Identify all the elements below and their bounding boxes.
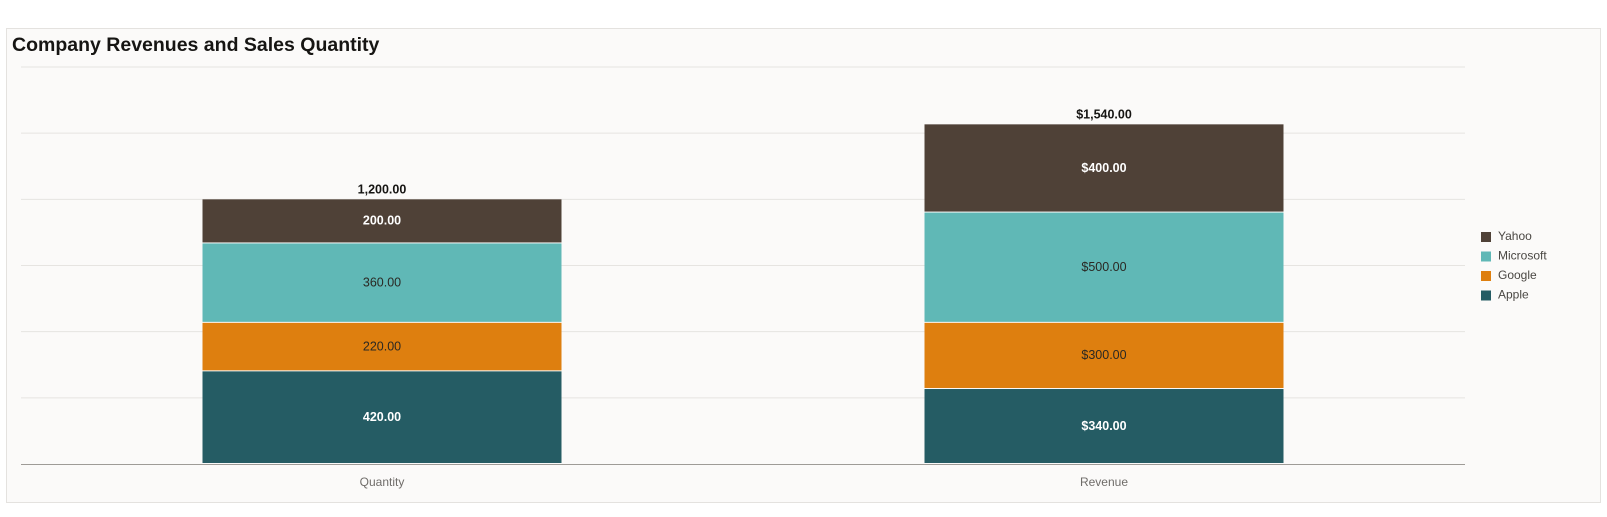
bar-label-yahoo-revenue: $400.00 (1081, 161, 1126, 175)
total-label-quantity: 1,200.00 (358, 182, 407, 196)
bar-segment-microsoft-revenue[interactable] (924, 212, 1284, 322)
bar-segment-yahoo-quantity[interactable] (202, 199, 562, 243)
legend-label: Microsoft (1498, 249, 1547, 263)
bar-label-google-quantity: 220.00 (363, 339, 401, 353)
bar-segment-yahoo-revenue[interactable] (924, 124, 1284, 212)
bar-segment-apple-quantity[interactable] (202, 371, 562, 463)
bar-stacks: 420.00 220.00 360.00 200.00 1,200.00 $340.00 $… (202, 107, 1284, 463)
x-tick-label: Quantity (360, 475, 405, 489)
bar-segment-microsoft-quantity[interactable] (202, 243, 562, 322)
bar-segment-apple-revenue[interactable] (924, 389, 1284, 463)
bar-segment-google-quantity[interactable] (202, 322, 562, 371)
legend-swatch (1481, 232, 1491, 242)
total-label-revenue: $1,540.00 (1076, 107, 1132, 121)
chart-title: Company Revenues and Sales Quantity (12, 34, 380, 56)
x-tick-label: Revenue (1080, 475, 1128, 489)
legend-item-apple[interactable]: Apple (1481, 288, 1529, 302)
legend-item-yahoo[interactable]: Yahoo (1481, 229, 1532, 243)
legend: Yahoo Microsoft Google Apple (1481, 229, 1547, 302)
legend-item-google[interactable]: Google (1481, 268, 1537, 282)
x-axis: Quantity Revenue (21, 464, 1465, 489)
bar-label-microsoft-quantity: 360.00 (363, 275, 401, 289)
bar-label-apple-quantity: 420.00 (363, 410, 401, 424)
bar-segment-google-revenue[interactable] (924, 322, 1284, 389)
legend-item-microsoft[interactable]: Microsoft (1481, 249, 1547, 263)
bar-label-yahoo-quantity: 200.00 (363, 214, 401, 228)
legend-swatch (1481, 271, 1491, 281)
legend-swatch (1481, 290, 1491, 301)
bar-label-apple-revenue: $340.00 (1081, 419, 1126, 433)
legend-swatch (1481, 251, 1491, 262)
legend-label: Google (1498, 268, 1537, 282)
legend-label: Apple (1498, 288, 1529, 302)
legend-label: Yahoo (1498, 229, 1532, 243)
bar-label-google-revenue: $300.00 (1081, 348, 1126, 362)
bar-label-microsoft-revenue: $500.00 (1081, 260, 1126, 274)
